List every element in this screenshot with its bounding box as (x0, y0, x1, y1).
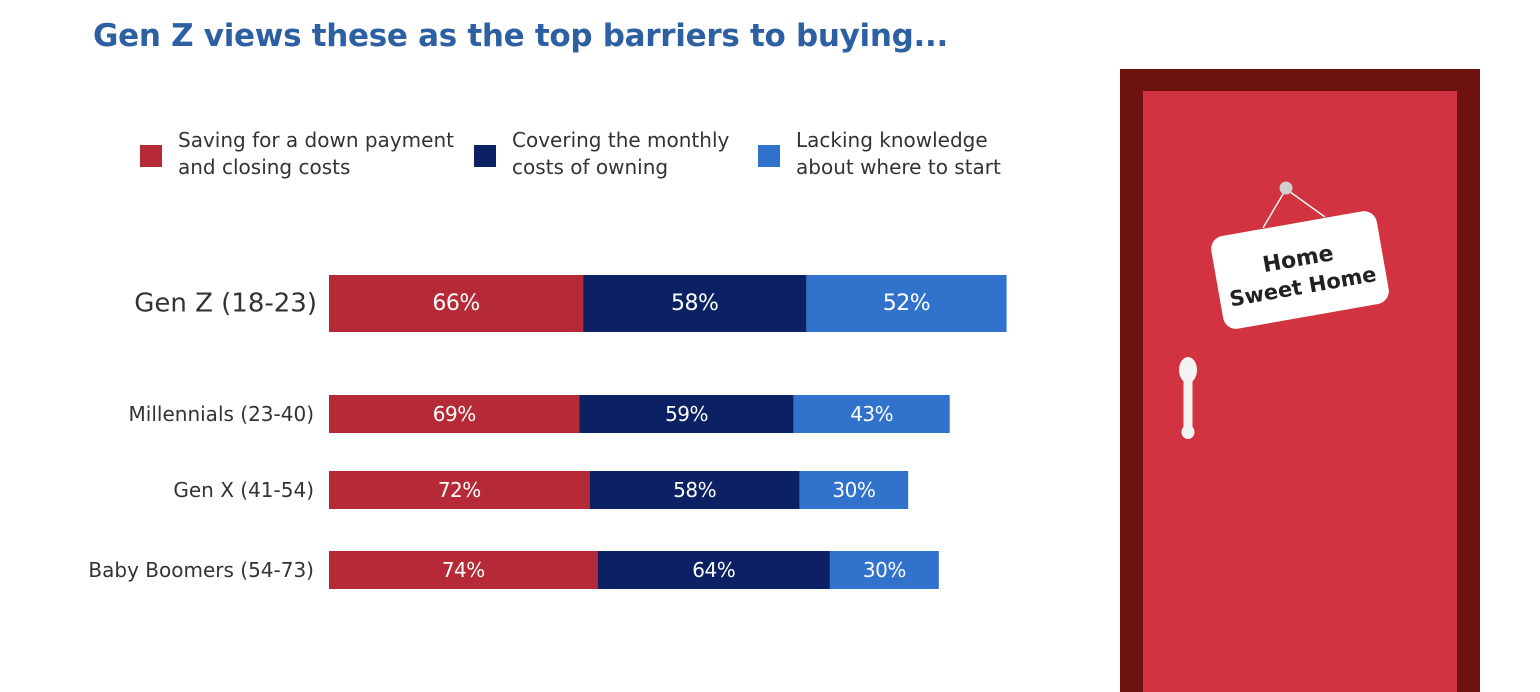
bar-segment (579, 395, 794, 433)
bar-segment (329, 551, 598, 589)
bar-value-label: 66% (432, 291, 479, 316)
door-panel (1143, 91, 1457, 692)
chart-title: Gen Z views these as the top barriers to… (93, 18, 948, 54)
legend-swatch-down-payment (140, 145, 162, 167)
category-label: Gen X (41-54) (173, 478, 314, 502)
bar-segment (806, 275, 1007, 332)
bar-value-label: 58% (671, 291, 718, 316)
home-sign: Home Sweet Home (1211, 211, 1389, 329)
bar-value-label: 69% (433, 402, 476, 426)
sign-board (1211, 211, 1389, 329)
bar-segment (597, 551, 830, 589)
bar-segment (329, 395, 580, 433)
category-label: Gen Z (18-23) (134, 289, 317, 319)
stacked-bar-chart: Gen Z (18-23) 66% 58% 52% Millennials (23-40… (88, 275, 1007, 589)
sign-nail-icon (1279, 181, 1293, 195)
door-handle-icon (1179, 357, 1197, 439)
legend-label-line: Lacking knowledge (796, 128, 988, 152)
bar-value-label: 59% (665, 402, 708, 426)
bar-segment (799, 471, 909, 509)
bar-segment (329, 275, 584, 332)
bar-segment (589, 471, 800, 509)
legend-label-line: Covering the monthly (512, 128, 730, 152)
bar-segment (793, 395, 950, 433)
category-label: Millennials (23-40) (129, 402, 314, 426)
bar-value-label: 58% (673, 478, 716, 502)
bar-segment (329, 471, 590, 509)
category-label: Baby Boomers (54-73) (88, 558, 314, 582)
bar-value-label: 30% (832, 478, 875, 502)
legend-label-line: costs of owning (512, 155, 669, 179)
legend-label-line: and closing costs (178, 155, 351, 179)
legend-swatch-monthly-costs (474, 145, 496, 167)
bar-value-label: 64% (692, 558, 735, 582)
door-illustration: Home Sweet Home (1179, 181, 1389, 439)
bar-value-label: 74% (442, 558, 485, 582)
legend-label-line: Saving for a down payment (178, 128, 454, 152)
bar-segment (583, 275, 807, 332)
bar-value-label: 72% (438, 478, 481, 502)
bar-value-label: 43% (850, 402, 893, 426)
legend-label-knowledge: Lacking knowledge about where to start (796, 127, 1096, 181)
legend-swatch-knowledge (758, 145, 780, 167)
bar-value-label: 30% (863, 558, 906, 582)
sign-string (1262, 188, 1326, 229)
bar-segment (829, 551, 939, 589)
legend-label-monthly-costs: Covering the monthly costs of owning (512, 127, 812, 181)
bar-value-label: 52% (883, 291, 930, 316)
legend-label-line: about where to start (796, 155, 1001, 179)
legend-label-down-payment: Saving for a down payment and closing co… (178, 127, 478, 181)
